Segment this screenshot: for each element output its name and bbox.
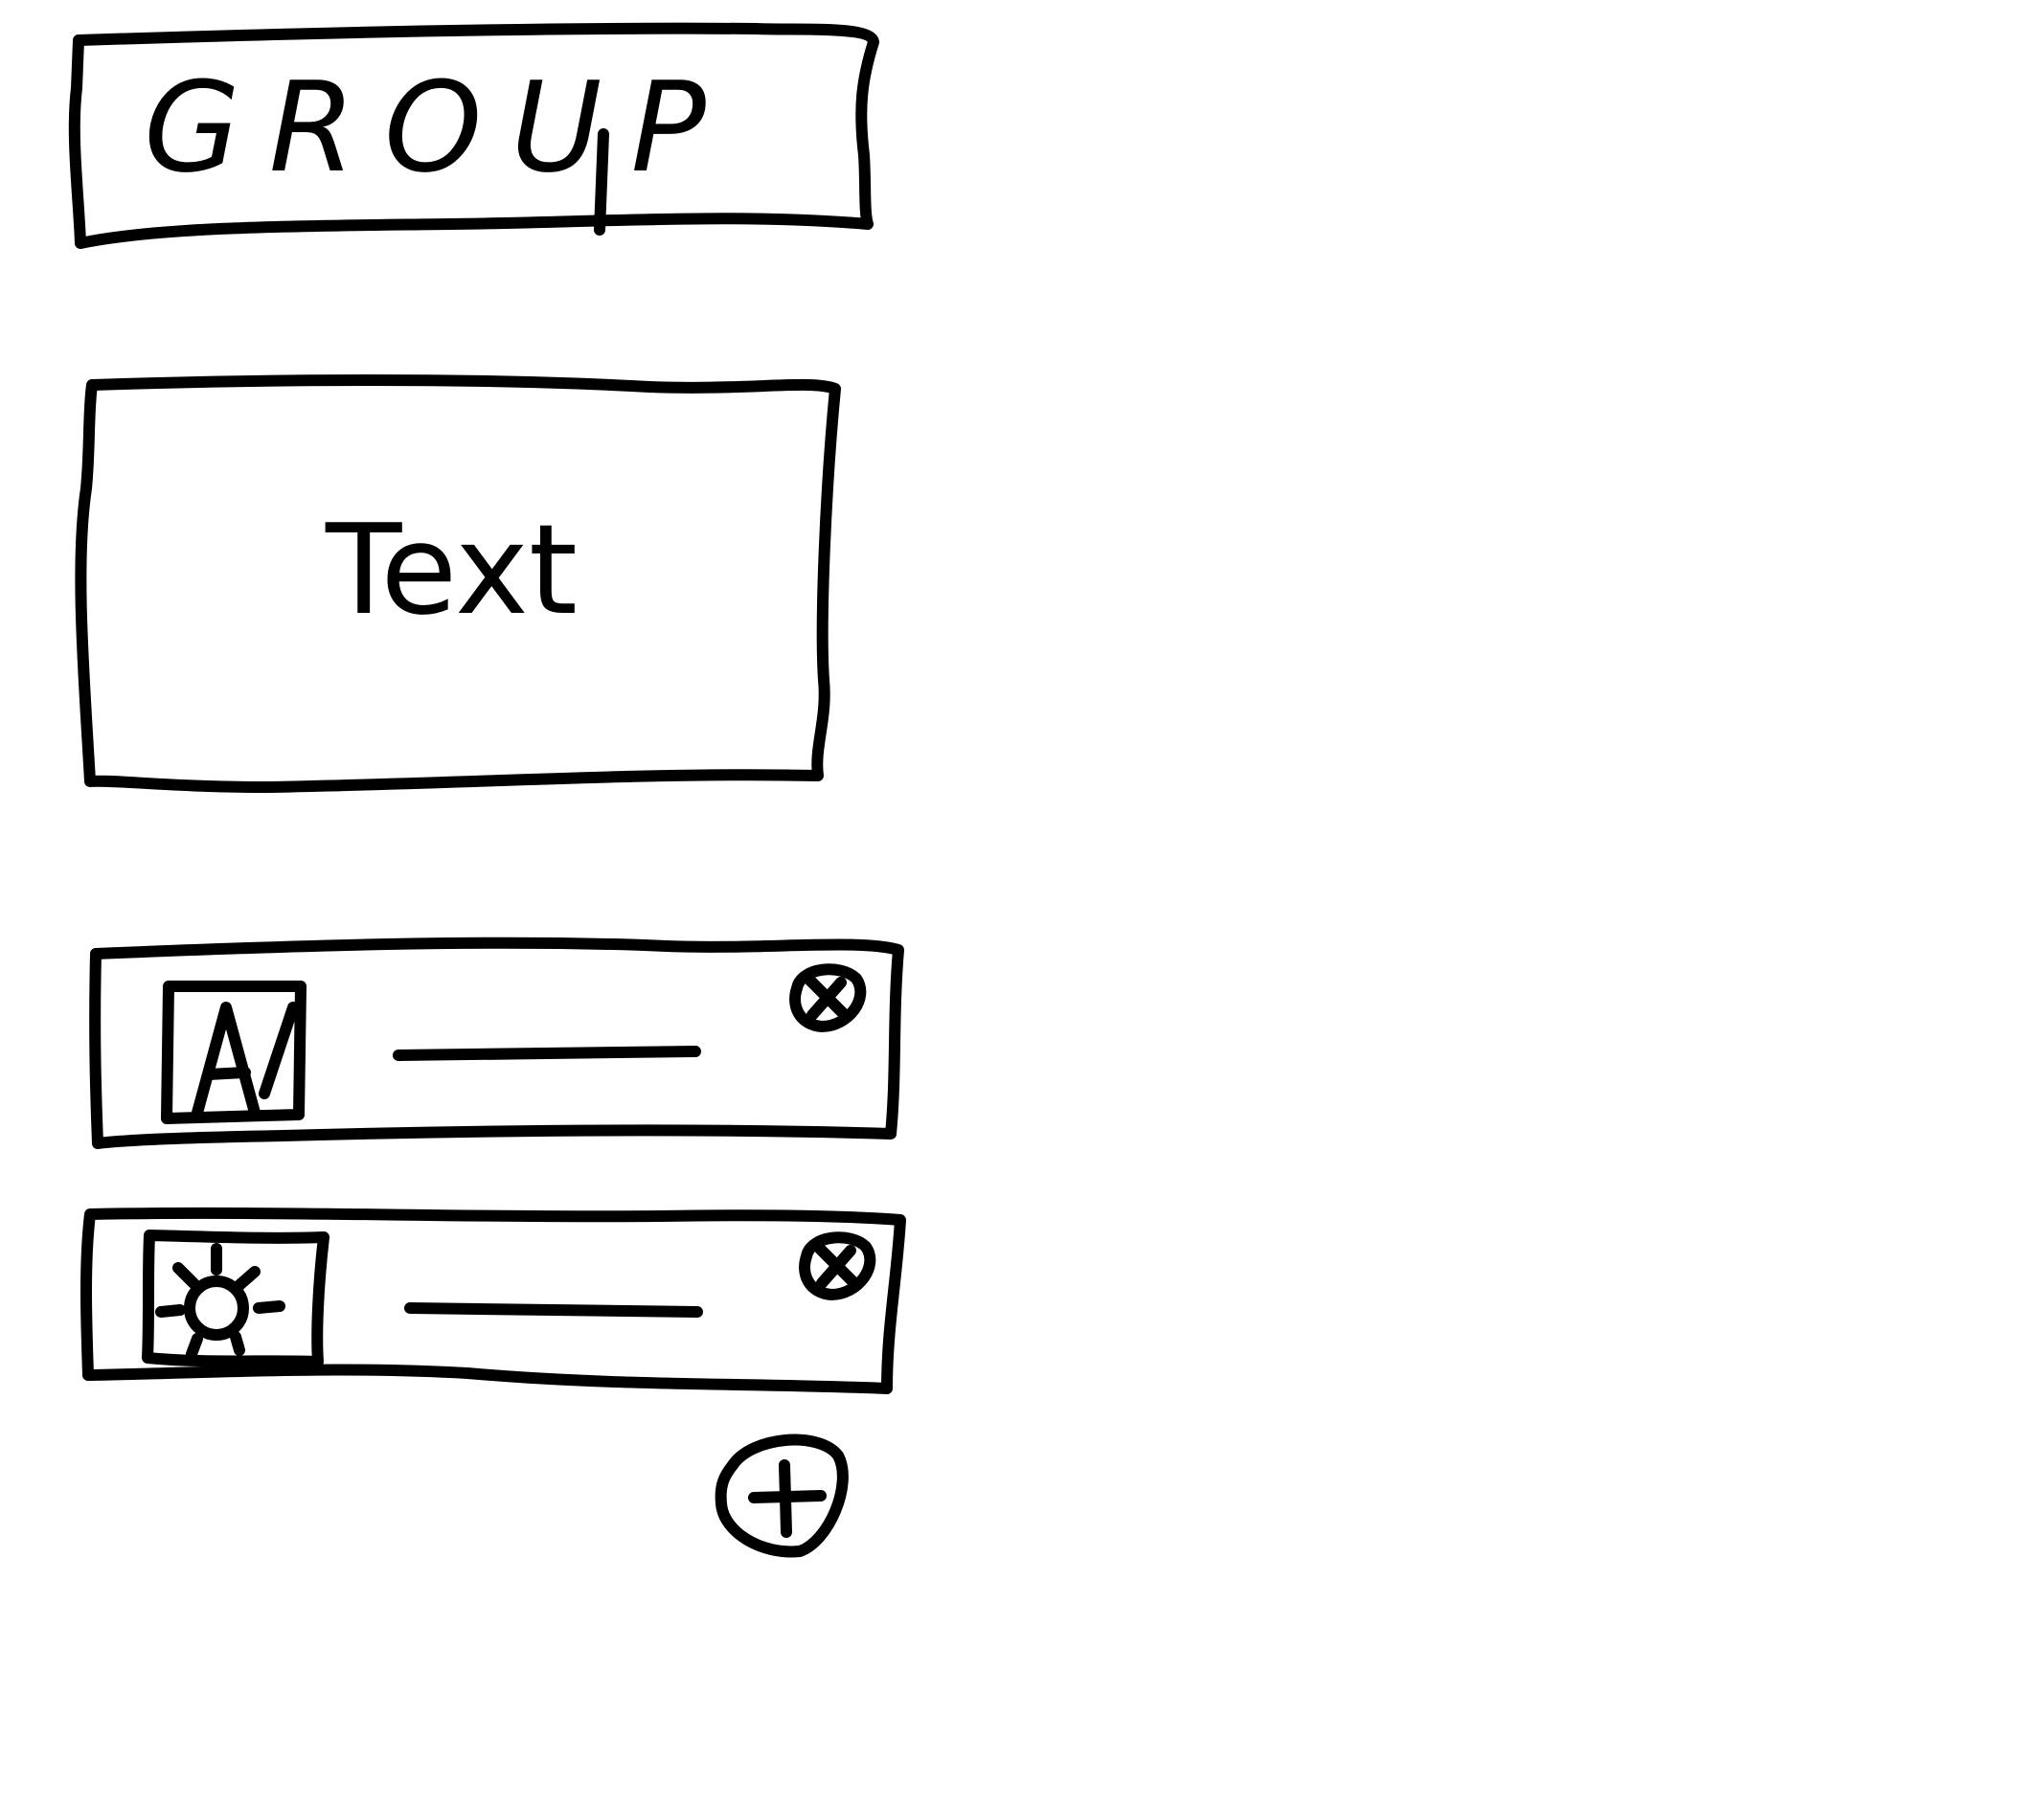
font-image-icon <box>161 981 307 1124</box>
remove-icon[interactable] <box>784 959 870 1036</box>
text-block-frame <box>75 374 841 793</box>
sun-image-icon <box>142 1230 329 1367</box>
add-button[interactable] <box>714 1427 857 1561</box>
group-header-cursor-mark <box>594 128 609 236</box>
list-item[interactable]: font-image-icon <box>89 937 906 1149</box>
text-block-label: Text <box>326 497 578 643</box>
add-icon[interactable] <box>714 1427 857 1561</box>
group-title: GROUP <box>144 55 735 200</box>
list-item-frame <box>80 1207 906 1394</box>
list-item[interactable]: sun-image-icon <box>80 1205 908 1406</box>
remove-icon[interactable] <box>793 1228 879 1304</box>
group-header <box>67 21 881 249</box>
list-item-frame <box>89 937 904 1149</box>
text-block <box>75 373 841 795</box>
group-header-frame <box>68 22 879 249</box>
